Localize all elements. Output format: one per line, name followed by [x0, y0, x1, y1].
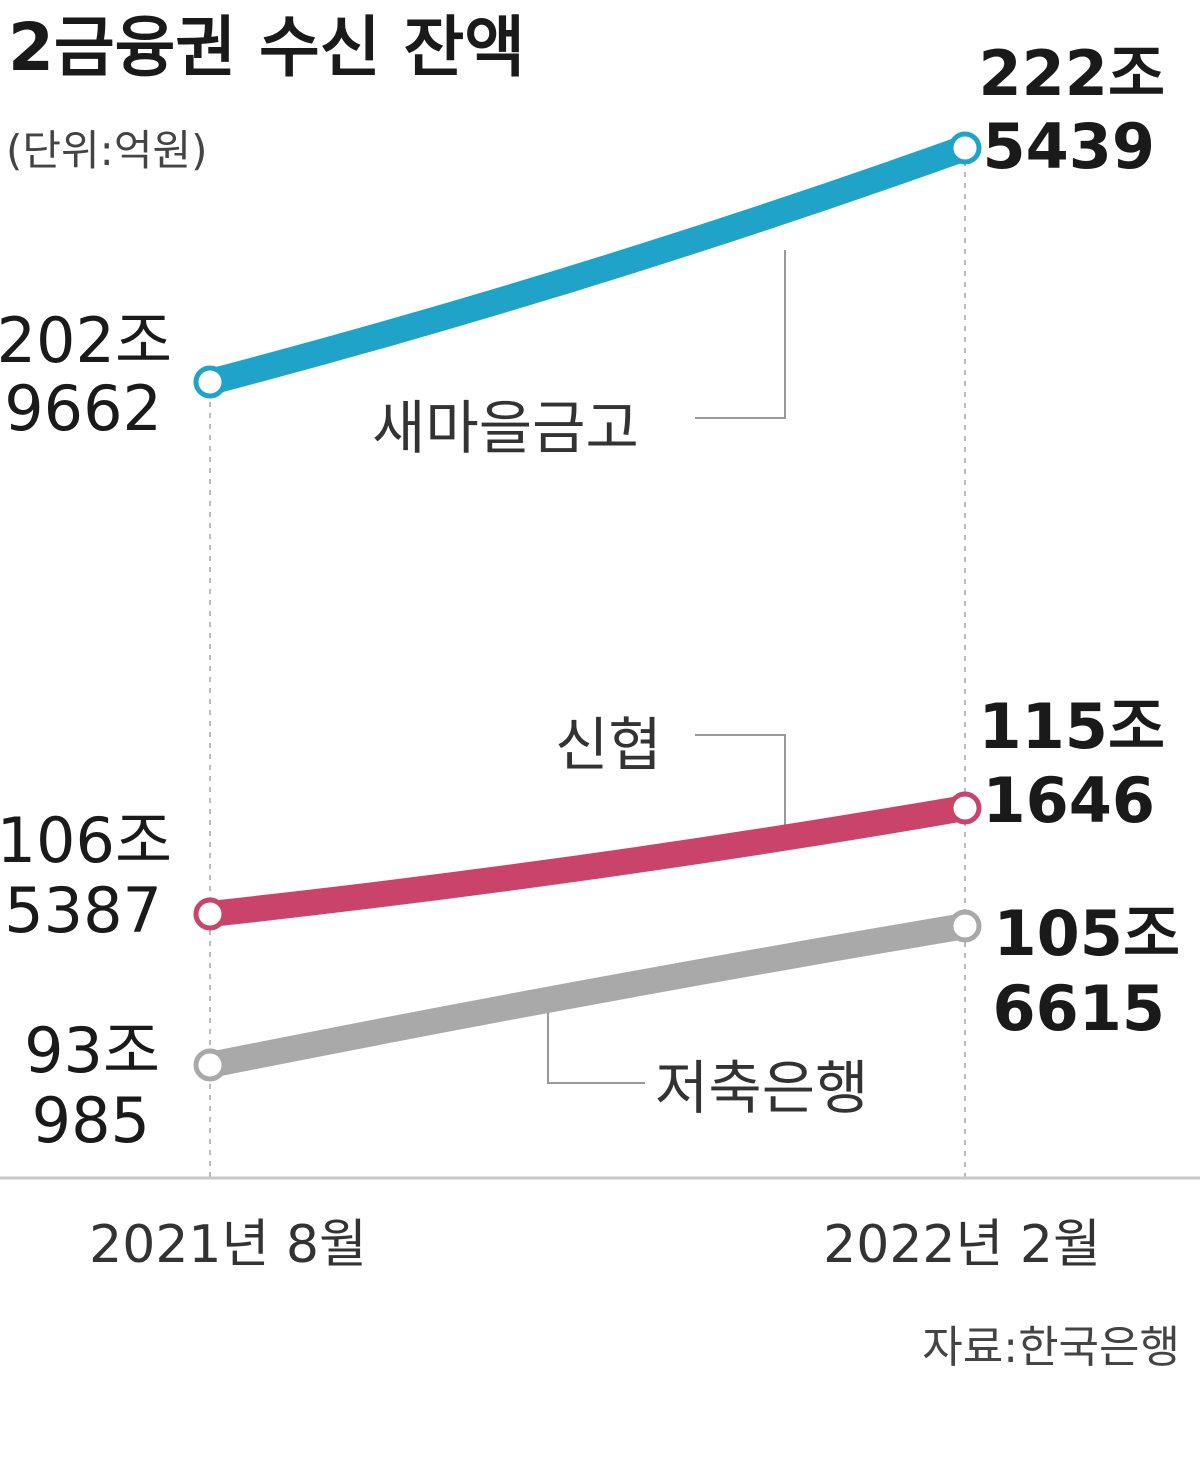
source-note: 자료:한국은행: [922, 1322, 1180, 1373]
series-label-saemaeul: 새마을금고: [372, 394, 639, 462]
data-point-shinhyup-start: [193, 897, 227, 931]
leader-line-savings: [547, 1005, 645, 1084]
series-layer: [193, 131, 982, 1082]
x-tick-label-start: 2021년 8월: [89, 1215, 367, 1275]
end-value-savings-1: 105조: [994, 897, 1180, 970]
start-value-savings-2: 985: [32, 1084, 150, 1157]
end-value-saemaeul-2: 5439: [982, 110, 1155, 183]
start-value-savings-1: 93조: [24, 1014, 160, 1087]
leader-line-shinhyup: [695, 734, 786, 830]
end-value-savings-2: 6615: [992, 972, 1165, 1045]
leader-line-saemaeul: [695, 250, 786, 419]
end-value-shinhyup-1: 115조: [979, 690, 1165, 763]
data-point-savings-start: [193, 1048, 227, 1082]
series-line-savings: [197, 913, 978, 1078]
start-value-saemaeul-2: 9662: [4, 372, 162, 445]
series-label-savings: 저축은행: [655, 1054, 868, 1122]
data-point-shinhyup-end: [948, 791, 982, 825]
unit-label: (단위:억원): [6, 126, 207, 175]
end-value-shinhyup-2: 1646: [982, 764, 1155, 837]
x-tick-label-end: 2022년 2월: [823, 1215, 1101, 1275]
series-line-saemaeul: [197, 135, 978, 395]
chart-title: 2금융권 수신 잔액: [8, 9, 525, 86]
series-line-shinhyup: [197, 795, 978, 927]
start-value-shinhyup-1: 106조: [0, 804, 172, 877]
series-label-shinhyup: 신협: [555, 711, 662, 779]
data-point-saemaeul-end: [948, 131, 982, 165]
data-point-savings-end: [948, 909, 982, 943]
end-value-saemaeul-1: 222조: [979, 37, 1165, 110]
start-value-shinhyup-2: 5387: [4, 874, 162, 947]
data-point-saemaeul-start: [193, 365, 227, 399]
start-value-saemaeul-1: 202조: [0, 304, 172, 377]
